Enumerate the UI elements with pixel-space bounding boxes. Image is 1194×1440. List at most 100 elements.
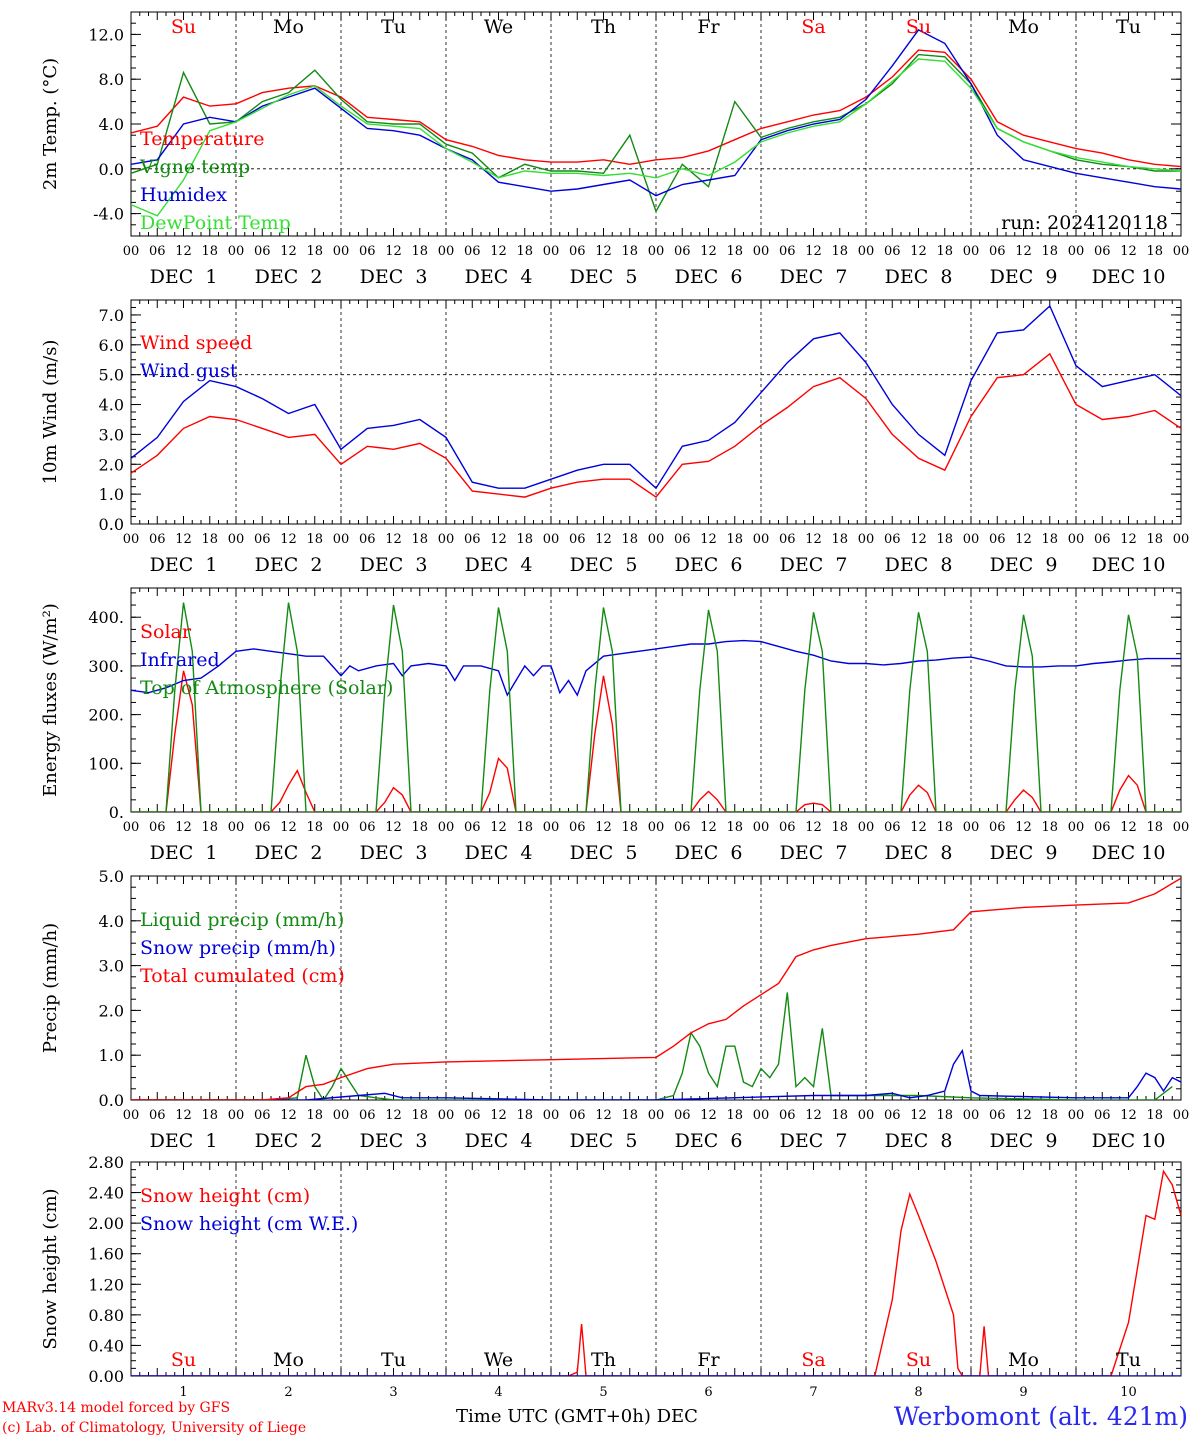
weekday-label: Mo xyxy=(1008,16,1039,38)
hour-tick-label: 18 xyxy=(201,532,218,547)
day-number-label: 5 xyxy=(599,1385,607,1400)
weekday-label: We xyxy=(484,1349,513,1371)
legend-entry: Liquid precip (mm/h) xyxy=(140,909,344,931)
hour-tick-label: 06 xyxy=(149,244,166,259)
hour-tick-label: 12 xyxy=(175,820,192,835)
hour-tick-label: 00 xyxy=(1173,532,1190,547)
day-label: DEC 1 xyxy=(150,554,218,576)
hour-tick-label: 00 xyxy=(753,244,770,259)
hour-tick-label: 06 xyxy=(149,532,166,547)
day-label: DEC 3 xyxy=(360,842,428,864)
hour-tick-label: 06 xyxy=(884,1108,901,1123)
day-label: DEC 9 xyxy=(990,1130,1058,1152)
hour-tick-label: 12 xyxy=(910,244,927,259)
hour-tick-label: 06 xyxy=(254,244,271,259)
hour-tick-label: 00 xyxy=(228,532,245,547)
hour-tick-label: 18 xyxy=(411,244,428,259)
day-label: DEC 2 xyxy=(255,1130,323,1152)
y-tick-label: 12.0 xyxy=(88,25,124,44)
hour-tick-label: 06 xyxy=(989,820,1006,835)
hour-tick-label: 12 xyxy=(1120,820,1137,835)
hour-tick-label: 06 xyxy=(1094,532,1111,547)
series-line-dewpoint-temp xyxy=(131,58,1181,217)
day-label: DEC 6 xyxy=(675,554,743,576)
hour-tick-label: 06 xyxy=(359,244,376,259)
hour-tick-label: 00 xyxy=(1173,1108,1190,1123)
credit-line-1: MARv3.14 model forced by GFS xyxy=(2,1400,231,1416)
hour-tick-label: 18 xyxy=(516,820,533,835)
weekday-label: Th xyxy=(591,1349,616,1371)
day-number-label: 9 xyxy=(1019,1385,1027,1400)
hour-tick-label: 12 xyxy=(595,244,612,259)
hour-tick-label: 00 xyxy=(648,820,665,835)
hour-tick-label: 00 xyxy=(123,532,140,547)
panel-3: 0. 100. 200. 300. 400. Energy fluxes (W/m²) So… xyxy=(40,587,1189,864)
weekday-label: Th xyxy=(591,16,616,38)
hour-tick-label: 00 xyxy=(228,244,245,259)
hour-tick-label: 12 xyxy=(1120,532,1137,547)
hour-tick-label: 12 xyxy=(385,820,402,835)
weekday-label: Fr xyxy=(697,1349,720,1371)
day-label: DEC 4 xyxy=(465,554,533,576)
hour-tick-label: 12 xyxy=(1120,1108,1137,1123)
legend-entry: Total cumulated (cm) xyxy=(140,965,345,987)
series-line-wind-speed xyxy=(131,352,1181,499)
day-label: DEC 9 xyxy=(990,266,1058,288)
day-label: DEC 1 xyxy=(150,842,218,864)
x-axis-title-prefix: Time UTC (GMT+0h) xyxy=(456,1406,651,1427)
weekday-label: Tu xyxy=(381,16,406,38)
hour-tick-label: 12 xyxy=(1015,1108,1032,1123)
y-axis-label: 10m Wind (m/s) xyxy=(40,340,61,485)
hour-tick-label: 06 xyxy=(779,244,796,259)
weekday-label: Fr xyxy=(697,16,720,38)
hour-tick-label: 06 xyxy=(1094,244,1111,259)
hour-tick-label: 00 xyxy=(753,820,770,835)
y-tick-label: 0.0 xyxy=(99,160,124,179)
day-label: DEC 6 xyxy=(675,842,743,864)
day-number-label: 4 xyxy=(494,1385,502,1400)
y-tick-label: 5.0 xyxy=(99,366,124,385)
hour-tick-label: 12 xyxy=(595,1108,612,1123)
series-line-total-cumulated-cm xyxy=(131,877,1181,1100)
hour-tick-label: 12 xyxy=(280,532,297,547)
hour-tick-label: 18 xyxy=(516,244,533,259)
hour-tick-label: 12 xyxy=(805,820,822,835)
y-tick-label: 8.0 xyxy=(99,70,124,89)
day-label: DEC 1 xyxy=(150,266,218,288)
series-line-infrared xyxy=(131,639,1181,697)
y-tick-label: 0.40 xyxy=(88,1336,124,1355)
hour-tick-label: 12 xyxy=(910,1108,927,1123)
legend-entry: Snow height (cm W.E.) xyxy=(140,1213,358,1235)
legend-entry: Humidex xyxy=(140,184,227,206)
y-axis-label: Snow height (cm) xyxy=(40,1188,61,1349)
hour-tick-label: 18 xyxy=(936,820,953,835)
day-label: DEC 10 xyxy=(1092,266,1166,288)
day-number-label: 1 xyxy=(179,1385,187,1400)
hour-tick-label: 12 xyxy=(700,532,717,547)
hour-tick-label: 00 xyxy=(543,532,560,547)
hour-tick-label: 06 xyxy=(359,1108,376,1123)
hour-tick-label: 06 xyxy=(779,1108,796,1123)
hour-tick-label: 06 xyxy=(464,1108,481,1123)
hour-tick-label: 06 xyxy=(254,532,271,547)
hour-tick-label: 18 xyxy=(1041,1108,1058,1123)
hour-tick-label: 00 xyxy=(963,244,980,259)
hour-tick-label: 18 xyxy=(411,1108,428,1123)
hour-tick-label: 12 xyxy=(175,1108,192,1123)
hour-tick-label: 00 xyxy=(1068,1108,1085,1123)
hour-tick-label: 06 xyxy=(569,1108,586,1123)
y-axis-label: Energy fluxes (W/m²) xyxy=(40,603,61,797)
hour-tick-label: 12 xyxy=(385,244,402,259)
hour-tick-label: 18 xyxy=(726,820,743,835)
panel-2: 0.0 1.0 2.0 3.0 4.0 5.0 6.0 7.0 10m Wind (m/s) Wi… xyxy=(40,299,1190,576)
day-label: DEC 2 xyxy=(255,266,323,288)
hour-tick-label: 00 xyxy=(438,532,455,547)
y-tick-label: 3.0 xyxy=(99,425,124,444)
series-line-vigne-temp xyxy=(131,53,1181,214)
day-label: DEC 9 xyxy=(990,554,1058,576)
panel-5: 0.00 0.40 0.80 1.20 1.60 2.00 2.40 2.80 Snow hei… xyxy=(40,1153,1182,1400)
hour-tick-label: 18 xyxy=(306,1108,323,1123)
y-tick-label: 7.0 xyxy=(99,306,124,325)
legend-entry: Solar xyxy=(140,621,192,643)
legend-entry: Temperature xyxy=(140,128,264,150)
